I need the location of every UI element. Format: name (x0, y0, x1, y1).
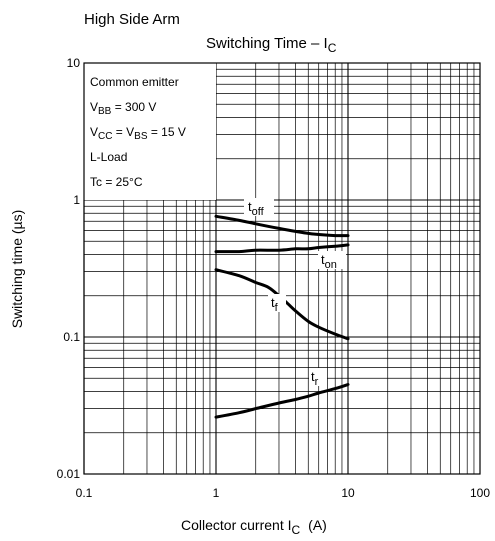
series-line-t-r (214, 383, 350, 419)
condition-line-1: Common emitter (90, 75, 179, 89)
series-label-tr-bg (309, 368, 327, 386)
series-line-t-f (214, 268, 350, 341)
x-axis-label: Collector current IC (A) (181, 517, 327, 537)
y-axis-label: Switching time (µs) (9, 210, 25, 329)
condition-line-3: VCC = VBS = 15 V (90, 125, 186, 142)
y-tick-label: 0.1 (63, 330, 80, 344)
condition-line-5: Tc = 25°C (90, 175, 143, 189)
series-label-tf: tf (271, 295, 279, 314)
series-label-ton: ton (321, 252, 337, 271)
plot-frame (83, 62, 481, 475)
y-tick-label: 10 (67, 56, 81, 70)
conditions-box-background (84, 63, 216, 200)
chart-title-subscript: C (328, 41, 337, 55)
series-label-toff-bg (244, 198, 274, 216)
series-lines (214, 214, 350, 419)
y-tick-label: 1 (73, 193, 80, 207)
conditions-box: Common emitter VBB = 300 V VCC = VBS = 1… (84, 63, 216, 200)
series-label-toff: toff (248, 199, 265, 218)
series-line-t-off (214, 214, 350, 238)
series-line-t-on (214, 243, 350, 254)
series-label-tf-bg (268, 294, 286, 312)
series-label-ton-bg (318, 251, 346, 269)
x-tick-label: 100 (470, 486, 490, 500)
condition-line-4: L-Load (90, 150, 127, 164)
chart-title: Switching Time – IC (206, 35, 337, 55)
condition-line-2: VBB = 300 V (90, 100, 156, 117)
x-tick-label: 0.1 (76, 486, 93, 500)
x-tick-label: 10 (341, 486, 355, 500)
tick-labels: 0.1 1 10 100 0.01 0.1 1 10 (57, 56, 491, 500)
series-labels: toff ton tf tr (244, 198, 346, 388)
x-tick-label: 1 (213, 486, 220, 500)
chart-title-main: Switching Time – I (206, 35, 328, 52)
series-label-tr: tr (311, 369, 319, 388)
y-tick-label: 0.01 (57, 467, 81, 481)
chart-heading: High Side Arm (84, 11, 180, 28)
